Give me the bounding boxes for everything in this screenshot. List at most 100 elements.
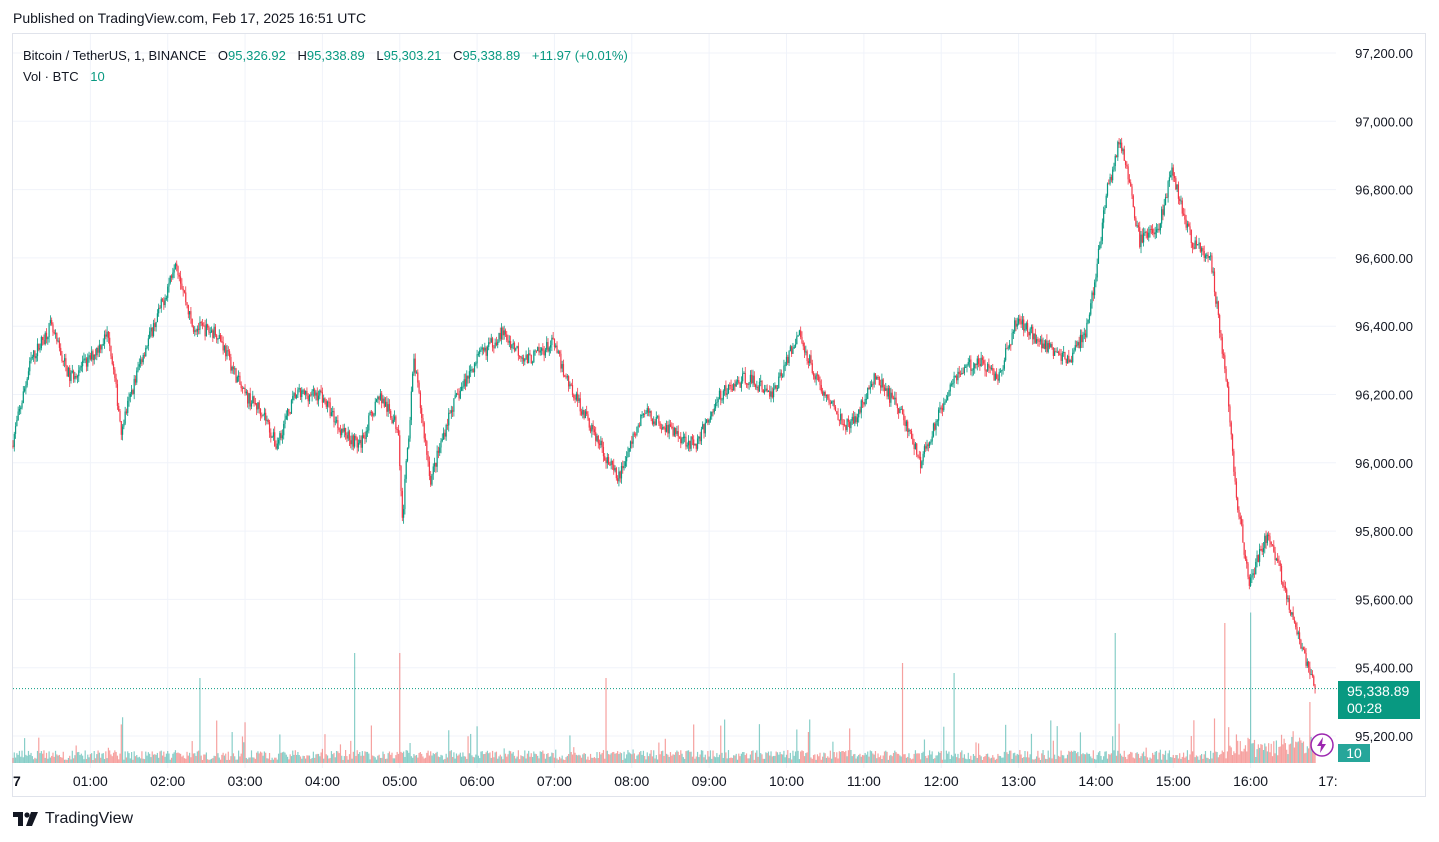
volume-bar bbox=[1121, 755, 1123, 763]
candle-body bbox=[633, 433, 635, 435]
volume-bar bbox=[1278, 746, 1280, 763]
candle-body bbox=[91, 351, 93, 360]
candle-body bbox=[477, 353, 479, 355]
candle-body bbox=[285, 415, 287, 420]
volume-bar bbox=[605, 678, 607, 763]
volume-bar bbox=[758, 724, 761, 763]
candle-body bbox=[824, 392, 826, 396]
volume-bar bbox=[66, 759, 68, 763]
volume-bar bbox=[611, 752, 614, 763]
volume-bar bbox=[1259, 747, 1261, 763]
volume-bar bbox=[1311, 750, 1314, 763]
candle-body bbox=[851, 416, 853, 421]
candle-body bbox=[967, 362, 969, 365]
volume-bar bbox=[142, 758, 144, 763]
lightning-icon[interactable] bbox=[1310, 733, 1334, 757]
candle-body bbox=[1087, 319, 1089, 323]
candle-body bbox=[1242, 524, 1244, 543]
candle-body bbox=[1001, 370, 1003, 372]
volume-bar bbox=[96, 754, 98, 763]
volume-bar bbox=[1059, 756, 1061, 763]
candle-body bbox=[459, 390, 461, 399]
candle-body bbox=[601, 440, 603, 447]
candle-body bbox=[102, 343, 104, 346]
candle-body bbox=[649, 411, 651, 413]
volume-bar bbox=[463, 756, 465, 763]
volume-bar bbox=[615, 753, 617, 763]
candle-body bbox=[1090, 303, 1092, 315]
volume-bar bbox=[437, 756, 440, 763]
candle-body bbox=[638, 425, 641, 427]
volume-bar bbox=[205, 752, 207, 763]
volume-bar bbox=[1190, 736, 1192, 763]
candle-body bbox=[950, 384, 953, 386]
candle-body bbox=[1130, 182, 1132, 187]
volume-bar bbox=[219, 759, 222, 763]
candle-body bbox=[365, 430, 367, 439]
volume-bar bbox=[829, 750, 831, 763]
candle-body bbox=[163, 300, 165, 306]
candle-body bbox=[806, 351, 808, 362]
volume-bar bbox=[820, 759, 822, 763]
volume-bar bbox=[160, 750, 162, 763]
volume-bar bbox=[975, 742, 977, 763]
candle-body bbox=[644, 413, 646, 415]
volume-bar bbox=[593, 757, 596, 763]
candle-body bbox=[512, 343, 514, 345]
candle-body bbox=[816, 374, 819, 376]
volume-bar bbox=[381, 757, 383, 763]
volume-bar bbox=[763, 758, 766, 763]
candle-body bbox=[855, 416, 857, 423]
candle-body bbox=[510, 341, 512, 349]
volume-bar bbox=[187, 755, 189, 763]
candle-body bbox=[395, 416, 397, 430]
candle-body bbox=[1237, 497, 1239, 510]
volume-bar bbox=[878, 757, 880, 763]
volume-bar bbox=[1219, 754, 1221, 763]
candle-body bbox=[392, 419, 394, 424]
price-tick-label: 96,400.00 bbox=[1355, 319, 1413, 334]
candle-body bbox=[397, 429, 400, 436]
candle-body bbox=[1025, 323, 1027, 330]
candle-body bbox=[672, 426, 674, 436]
candle-body bbox=[423, 422, 425, 439]
candle-body bbox=[1136, 225, 1138, 227]
candle-body bbox=[114, 369, 116, 379]
candle-body bbox=[390, 410, 392, 418]
volume-bar bbox=[785, 754, 788, 763]
candle-body bbox=[769, 391, 771, 397]
volume-bar bbox=[881, 759, 883, 763]
symbol-label[interactable]: Bitcoin / TetherUS, 1, BINANCE bbox=[23, 48, 207, 63]
candle-body bbox=[885, 388, 887, 391]
candle-body bbox=[231, 366, 233, 371]
volume-label[interactable]: Vol · BTC bbox=[23, 69, 79, 84]
volume-bar bbox=[360, 755, 362, 763]
volume-bar bbox=[726, 758, 728, 763]
volume-bar bbox=[1035, 756, 1038, 763]
volume-bar bbox=[355, 755, 357, 763]
volume-bar bbox=[127, 751, 129, 763]
candle-body bbox=[254, 403, 256, 405]
candle-body bbox=[1201, 248, 1203, 252]
volume-bar bbox=[586, 759, 588, 763]
candle-body bbox=[1198, 242, 1200, 245]
volume-bar bbox=[560, 758, 562, 763]
volume-bar bbox=[520, 755, 522, 763]
candle-body bbox=[645, 412, 647, 414]
candle-body bbox=[907, 421, 909, 433]
volume-bar bbox=[172, 753, 174, 763]
volume-bar bbox=[727, 750, 730, 763]
tradingview-logo-icon bbox=[13, 812, 38, 826]
volume-bar bbox=[1016, 753, 1018, 763]
volume-bar bbox=[372, 755, 374, 763]
volume-bar bbox=[747, 758, 749, 763]
footer-brand[interactable]: TradingView bbox=[13, 810, 133, 828]
candle-body bbox=[69, 367, 71, 381]
volume-bar bbox=[431, 755, 433, 763]
volume-bar bbox=[38, 737, 40, 763]
volume-bar bbox=[1001, 757, 1003, 763]
candle-body bbox=[1314, 685, 1316, 689]
volume-bar bbox=[1262, 750, 1265, 763]
volume-bar bbox=[561, 755, 563, 763]
